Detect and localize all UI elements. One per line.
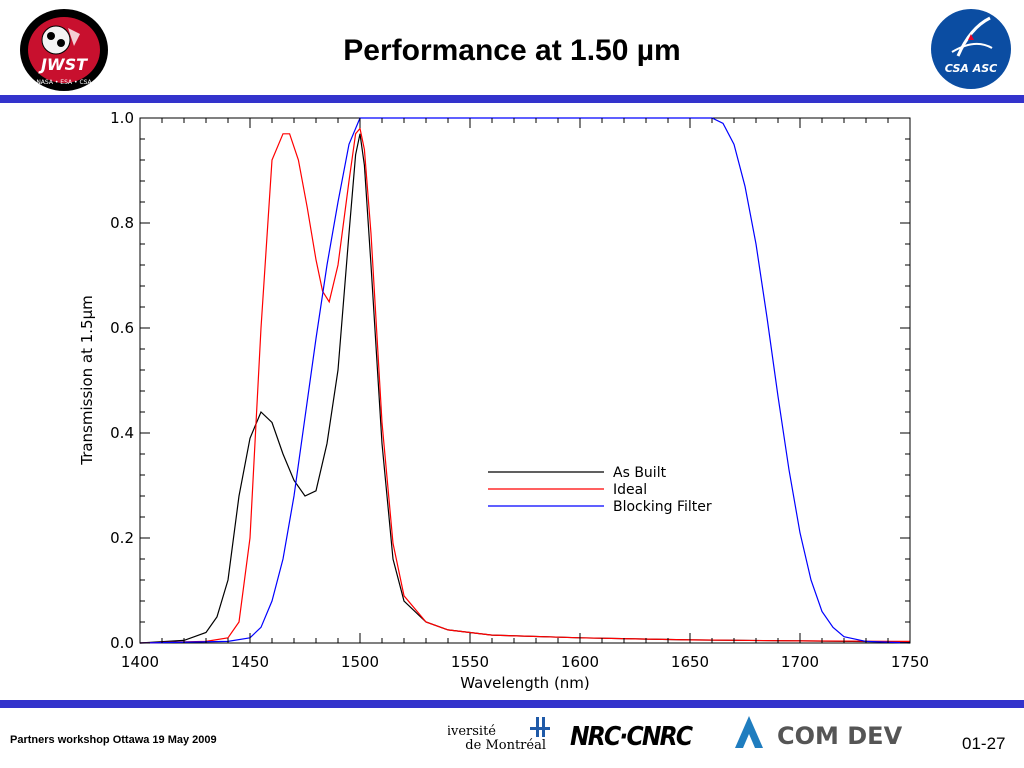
footer-divider: [0, 700, 1024, 708]
header-divider: [0, 95, 1024, 103]
legend-label: Ideal: [613, 482, 647, 498]
x-tick-label: 1400: [121, 653, 159, 671]
udem-logo: Université de Montréal: [448, 717, 550, 753]
x-tick-label: 1600: [561, 653, 599, 671]
page-number: 01-27: [962, 734, 1006, 753]
x-tick-label: 1450: [231, 653, 269, 671]
legend-label: Blocking Filter: [613, 499, 712, 515]
y-tick-label: 0.0: [110, 634, 134, 652]
y-tick-label: 1.0: [110, 109, 134, 127]
comdev-logo: COM DEV: [735, 716, 903, 750]
series-line-blocking-filter: [139, 117, 911, 644]
y-tick-label: 0.6: [110, 319, 134, 337]
jwst-logo-text: JWST: [38, 55, 88, 74]
x-tick-label: 1750: [891, 653, 929, 671]
jwst-logo-agencies: NASA • ESA • CSA: [36, 79, 92, 86]
x-tick-label: 1650: [671, 653, 709, 671]
comdev-text: COM DEV: [777, 722, 903, 750]
series-line-ideal: [139, 127, 911, 644]
y-tick-label: 0.4: [110, 424, 134, 442]
csa-logo: CSA ASC: [931, 9, 1011, 89]
x-tick-label: 1500: [341, 653, 379, 671]
slide-title: Performance at 1.50 µm: [343, 34, 681, 67]
x-tick-label: 1700: [781, 653, 819, 671]
plot-area: [139, 117, 911, 644]
series-line-as-built: [139, 133, 911, 644]
udem-line1: Université: [448, 724, 496, 739]
footer-event-text: Partners workshop Ottawa 19 May 2009: [10, 734, 217, 746]
x-axis-label: Wavelength (nm): [460, 674, 590, 692]
transmission-chart: 1400 1450 1500 1550 1600 1650 1700 1750 0.0 0.2 0.…: [78, 109, 929, 692]
nrc-logo: NRC·CNRC: [570, 722, 693, 752]
jwst-logo: JWST NASA • ESA • CSA: [20, 9, 108, 91]
x-tick-label: 1550: [451, 653, 489, 671]
y-tick-label: 0.2: [110, 529, 134, 547]
udem-line2: de Montréal: [465, 738, 546, 753]
y-tick-label: 0.8: [110, 214, 134, 232]
csa-logo-text: CSA ASC: [945, 62, 997, 75]
y-axis-label: Transmission at 1.5µm: [78, 295, 96, 466]
legend-label: As Built: [613, 465, 667, 481]
